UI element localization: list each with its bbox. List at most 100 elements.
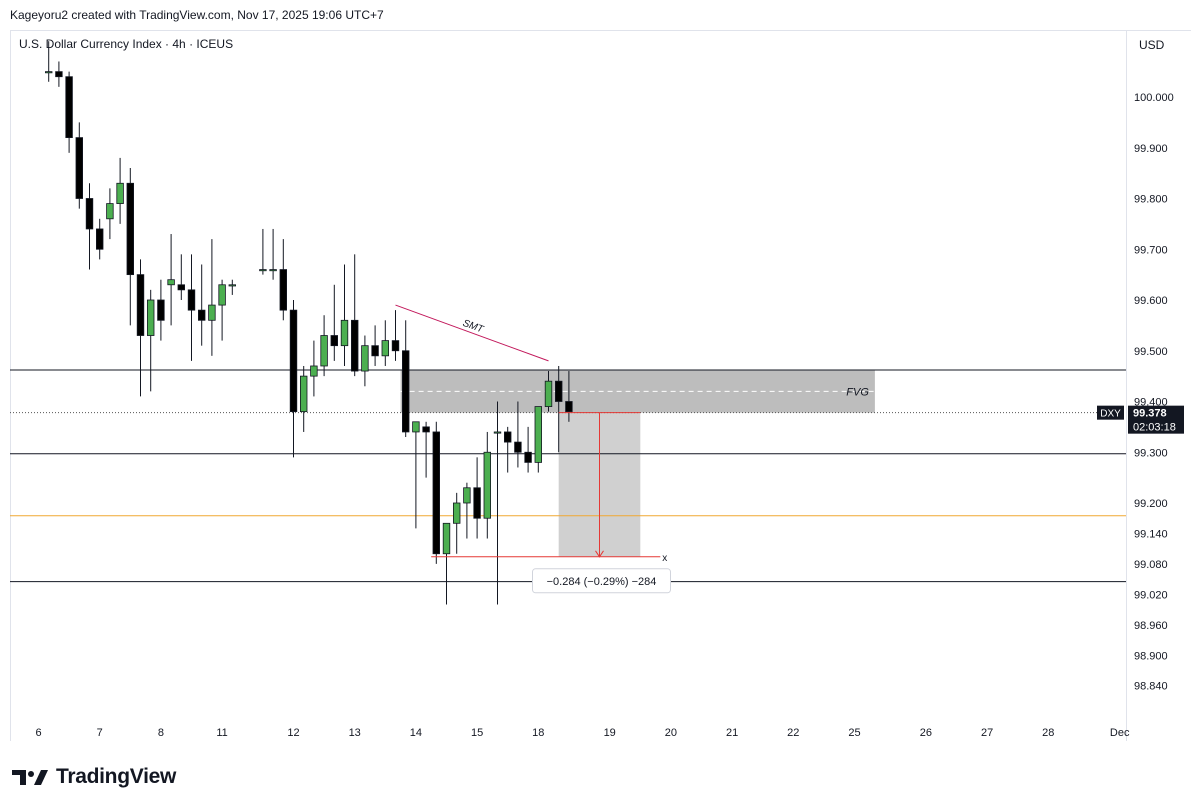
- tradingview-logo-text: TradingView: [56, 765, 177, 788]
- candle-body-46: [503, 431, 512, 443]
- candle-body-39: [432, 431, 440, 555]
- candle-body-48: [524, 451, 532, 463]
- measure-label-box: [532, 568, 671, 594]
- x-tick-label-17: Dec: [1110, 727, 1130, 739]
- x-tick-label-8: 18: [532, 727, 544, 739]
- candle-body-15: [187, 289, 196, 311]
- candle-body-45: [493, 431, 502, 434]
- candle-body-27: [310, 365, 318, 377]
- candle-body-40: [442, 522, 451, 555]
- candle-body-38: [422, 426, 430, 433]
- candle-body-7: [106, 203, 114, 220]
- currency-label[interactable]: USD: [1139, 38, 1165, 52]
- candle-body-13: [167, 279, 175, 286]
- candle-body-22: [259, 269, 267, 272]
- candle-body-9: [126, 182, 134, 276]
- price-axis[interactable]: [1126, 30, 1191, 741]
- x-tick-label-1: 7: [97, 727, 103, 739]
- candle-body-34: [381, 340, 389, 357]
- y-tick-label-6: 99.400: [1134, 397, 1168, 409]
- candle-body-18: [218, 284, 226, 306]
- candle-body-5: [85, 198, 94, 230]
- candle-body-36: [401, 350, 410, 433]
- fvg-label: FVG: [846, 386, 869, 398]
- y-tick-label-11: 99.020: [1134, 589, 1168, 601]
- candle-body-6: [96, 228, 104, 250]
- candle-body-24: [279, 269, 287, 311]
- candle-body-37: [412, 421, 420, 433]
- chart-credit: Kageyoru2 created with TradingView.com, …: [10, 8, 384, 22]
- measure-label: −0.284 (−0.29%) −284: [547, 576, 657, 588]
- y-tick-label-4: 99.600: [1134, 295, 1168, 307]
- candle-body-31: [350, 319, 359, 372]
- candle-body-50: [544, 380, 553, 407]
- y-tick-label-3: 99.700: [1134, 244, 1168, 256]
- y-tick-label-9: 99.140: [1134, 528, 1168, 540]
- y-tick-label-13: 98.900: [1134, 650, 1168, 662]
- candle-body-2: [55, 71, 63, 78]
- candle-body-17: [208, 304, 216, 321]
- x-tick-label-15: 27: [981, 727, 993, 739]
- x-tick-label-10: 20: [665, 727, 677, 739]
- candle-body-16: [197, 309, 206, 321]
- x-tick-label-4: 12: [287, 727, 299, 739]
- candle-body-52: [565, 401, 573, 413]
- x-tick-label-7: 15: [471, 727, 483, 739]
- candle-body-33: [371, 345, 379, 357]
- candle-body-47: [514, 441, 522, 453]
- symbol-badge: [1097, 405, 1124, 420]
- x-tick-label-3: 11: [216, 727, 227, 739]
- candle-body-19: [228, 284, 236, 287]
- chart-pane[interactable]: [10, 30, 1127, 741]
- y-tick-label-7: 99.300: [1134, 447, 1168, 459]
- measure-end-mark: x: [662, 553, 667, 564]
- y-tick-label-10: 99.080: [1134, 559, 1168, 571]
- candle-body-23: [269, 269, 277, 272]
- y-tick-label-0: 100.000: [1134, 92, 1174, 104]
- x-tick-label-14: 26: [920, 727, 932, 739]
- measure-arrow-head: [595, 550, 604, 558]
- smt-line: [395, 304, 549, 362]
- symbol-label[interactable]: U.S. Dollar Currency Index · 4h · ICEUS: [19, 37, 234, 51]
- y-tick-label-8: 99.200: [1134, 498, 1168, 510]
- y-tick-label-1: 99.900: [1134, 143, 1168, 155]
- tradingview-logo-icon: [12, 770, 48, 785]
- x-tick-label-12: 22: [787, 727, 799, 739]
- candle-body-10: [136, 274, 145, 336]
- symbol-badge-text: DXY: [1100, 409, 1121, 420]
- y-tick-label-12: 98.960: [1134, 620, 1168, 632]
- candle-body-49: [534, 406, 542, 463]
- price-badge-countdown: 02:03:18: [1133, 422, 1176, 434]
- x-tick-label-16: 28: [1042, 727, 1054, 739]
- candle-body-11: [146, 299, 155, 336]
- candle-body-25: [289, 309, 298, 413]
- y-tick-label-14: 98.840: [1134, 681, 1168, 693]
- x-tick-label-2: 8: [158, 727, 164, 739]
- candle-body-28: [320, 335, 328, 367]
- price-badge-value: 99.378: [1133, 408, 1167, 420]
- candle-body-4: [75, 137, 83, 199]
- x-tick-label-13: 25: [848, 727, 860, 739]
- candle-body-44: [483, 451, 491, 519]
- candle-body-26: [299, 375, 308, 413]
- x-tick-label-5: 13: [349, 727, 361, 739]
- y-tick-label-2: 99.800: [1134, 194, 1168, 206]
- candle-body-12: [157, 299, 165, 321]
- candle-body-51: [555, 380, 563, 402]
- y-tick-label-5: 99.500: [1134, 346, 1168, 358]
- candle-body-42: [463, 487, 471, 504]
- x-tick-label-9: 19: [604, 727, 616, 739]
- candle-body-32: [361, 345, 369, 372]
- candle-body-41: [452, 502, 461, 524]
- price-badge: [1128, 405, 1184, 434]
- tradingview-logo: TradingView: [12, 765, 176, 789]
- candle-body-30: [340, 319, 349, 347]
- candle-body-29: [330, 335, 338, 347]
- x-tick-label-0: 6: [35, 727, 41, 739]
- x-tick-label-6: 14: [410, 727, 422, 739]
- candle-body-8: [116, 182, 124, 204]
- candle-body-1: [45, 71, 53, 74]
- candle-body-3: [65, 76, 73, 138]
- candle-body-35: [391, 340, 400, 352]
